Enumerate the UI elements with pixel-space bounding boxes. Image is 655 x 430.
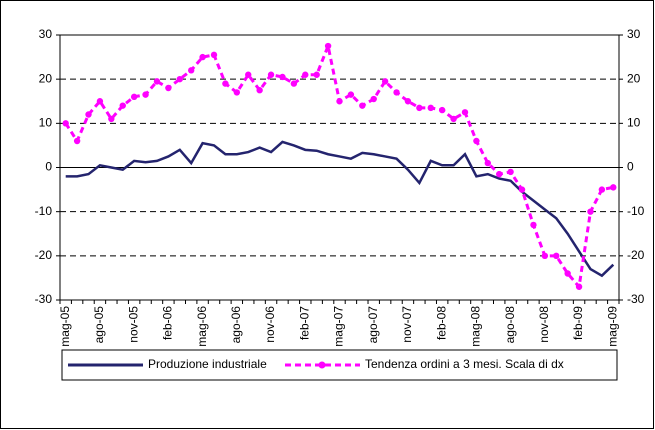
y-tick-label: -20 <box>35 248 53 262</box>
y2-tick-label: 30 <box>627 27 641 41</box>
x-tick-label: nov-06 <box>263 306 277 343</box>
series-point <box>256 87 263 94</box>
y-tick-label: -30 <box>35 292 53 306</box>
series-point <box>119 102 126 109</box>
series-point <box>108 115 115 123</box>
x-tick-label: mag-09 <box>605 306 619 347</box>
series-point <box>484 159 492 167</box>
series-point <box>496 170 503 178</box>
series-point <box>438 106 446 114</box>
series-point <box>450 115 457 123</box>
y2-tick-label: 0 <box>627 160 634 174</box>
x-tick-label: ago-07 <box>366 306 380 344</box>
x-tick-label: nov-07 <box>400 306 414 343</box>
y2-tick-label: -30 <box>627 292 645 306</box>
y2-tick-label: -10 <box>627 204 645 218</box>
y-tick-label: 30 <box>39 27 53 41</box>
x-tick-label: nov-08 <box>537 306 551 343</box>
series-point <box>187 67 195 74</box>
series-point <box>370 95 377 103</box>
series-point <box>313 71 320 78</box>
series-point <box>553 252 560 260</box>
series-point <box>142 91 149 98</box>
legend-label: Tendenza ordini a 3 mesi. Scala di dx <box>365 357 564 371</box>
x-tick-label: feb-06 <box>161 306 175 340</box>
series-point <box>233 89 241 96</box>
series-point <box>336 98 343 105</box>
x-tick-label: mag-06 <box>195 306 209 347</box>
series-point <box>507 168 514 176</box>
series-point <box>575 283 583 290</box>
y2-tick-label: 10 <box>627 116 641 130</box>
series-point <box>404 98 412 105</box>
x-tick-label: mag-05 <box>58 306 72 347</box>
y2-tick-label: 20 <box>627 71 641 85</box>
series-point <box>153 78 161 85</box>
series-point <box>587 208 594 215</box>
legend-marker <box>318 361 326 369</box>
series-point <box>302 71 309 78</box>
x-tick-label: mag-07 <box>332 306 346 347</box>
series-point <box>610 184 617 191</box>
series-point <box>518 186 526 193</box>
y-tick-label: 20 <box>39 71 53 85</box>
series-point <box>416 104 423 112</box>
series-point <box>222 80 229 87</box>
series-point <box>598 186 606 193</box>
x-tick-label: nov-05 <box>126 306 140 343</box>
series-point <box>199 53 206 61</box>
series-point <box>176 75 183 83</box>
x-tick-label: ago-08 <box>503 306 517 344</box>
series-point <box>290 80 298 87</box>
series-point <box>62 120 69 127</box>
y-tick-label: -10 <box>35 204 53 218</box>
y2-tick-label: -20 <box>627 248 645 262</box>
series-point <box>541 252 549 260</box>
x-tick-label: feb-07 <box>297 306 311 340</box>
series-point <box>427 104 434 112</box>
x-tick-label: ago-06 <box>229 306 243 344</box>
y-tick-label: 0 <box>45 160 52 174</box>
series-point <box>279 73 286 81</box>
series-point <box>73 137 81 145</box>
series-point <box>461 109 469 116</box>
series-point <box>324 42 332 50</box>
series-point <box>359 102 366 109</box>
x-tick-label: mag-08 <box>469 306 483 347</box>
series-point <box>347 91 355 98</box>
series-point <box>381 78 389 85</box>
series-point <box>267 71 275 78</box>
x-tick-label: feb-08 <box>434 306 448 340</box>
series-point <box>96 98 104 105</box>
series-point <box>130 93 138 101</box>
series-point <box>530 221 537 229</box>
series-point <box>245 71 252 78</box>
series-point <box>393 89 400 96</box>
series-point <box>564 270 571 277</box>
y-tick-label: 10 <box>39 116 53 130</box>
series-point <box>210 51 218 59</box>
legend-label: Produzione industriale <box>148 357 267 371</box>
series-point <box>473 137 480 145</box>
series-point <box>85 111 92 118</box>
x-tick-label: feb-09 <box>571 306 585 340</box>
x-tick-label: ago-05 <box>92 306 106 344</box>
series-point <box>165 84 172 92</box>
